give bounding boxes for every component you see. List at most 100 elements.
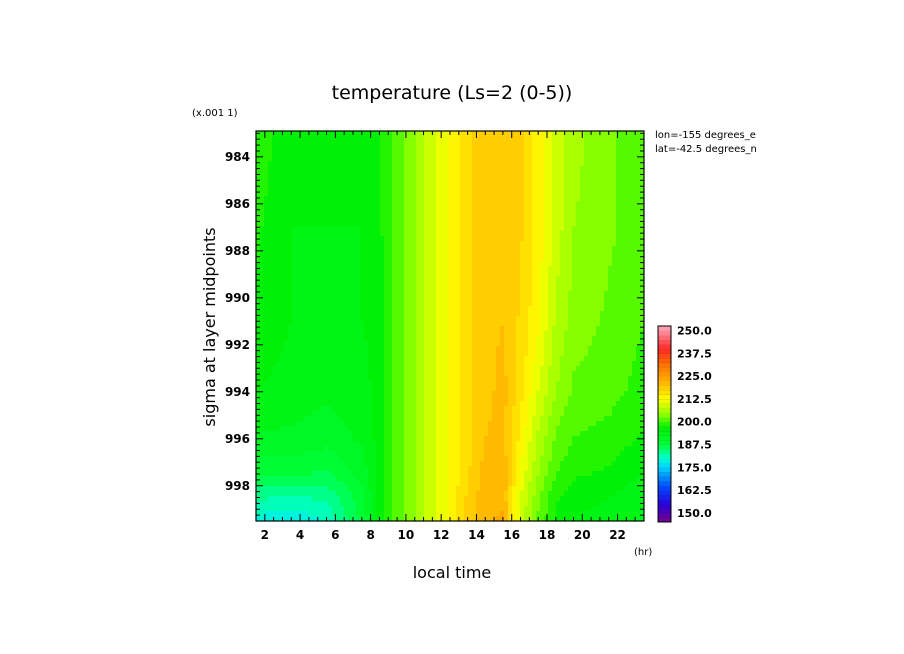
contour-cell bbox=[528, 346, 533, 352]
contour-cell bbox=[320, 251, 325, 257]
contour-cell bbox=[504, 266, 509, 272]
contour-cell bbox=[548, 176, 553, 182]
contour-cell bbox=[548, 186, 553, 192]
contour-cell bbox=[628, 171, 633, 177]
contour-cell bbox=[624, 366, 629, 372]
contour-cell bbox=[300, 136, 305, 142]
contour-cell bbox=[260, 141, 265, 147]
contour-cell bbox=[592, 221, 597, 227]
contour-cell bbox=[408, 216, 413, 222]
contour-cell bbox=[588, 366, 593, 372]
contour-cell bbox=[376, 361, 381, 367]
contour-cell bbox=[544, 271, 549, 277]
contour-cell bbox=[524, 371, 529, 377]
contour-cell bbox=[536, 196, 541, 202]
contour-cell bbox=[268, 376, 273, 382]
contour-cell bbox=[276, 316, 281, 322]
contour-cell bbox=[448, 241, 453, 247]
contour-cell bbox=[260, 351, 265, 357]
contour-cell bbox=[436, 376, 441, 382]
contour-cell bbox=[316, 291, 321, 297]
contour-cell bbox=[272, 171, 277, 177]
contour-cell bbox=[508, 226, 513, 232]
contour-cell bbox=[404, 381, 409, 387]
contour-cell bbox=[500, 381, 505, 387]
contour-cell bbox=[620, 371, 625, 377]
contour-cell bbox=[392, 186, 397, 192]
contour-cell bbox=[532, 281, 537, 287]
contour-cell bbox=[312, 236, 317, 242]
contour-cell bbox=[352, 191, 357, 197]
contour-cell bbox=[404, 371, 409, 377]
contour-cell bbox=[360, 241, 365, 247]
contour-cell bbox=[276, 266, 281, 272]
contour-cell bbox=[620, 231, 625, 237]
contour-cell bbox=[572, 366, 577, 372]
contour-cell bbox=[428, 361, 433, 367]
contour-cell bbox=[568, 316, 573, 322]
contour-cell bbox=[404, 336, 409, 342]
contour-cell bbox=[584, 291, 589, 297]
contour-cell bbox=[392, 226, 397, 232]
contour-cell bbox=[352, 136, 357, 142]
contour-cell bbox=[380, 176, 385, 182]
contour-cell bbox=[396, 196, 401, 202]
contour-cell bbox=[352, 276, 357, 282]
contour-cell bbox=[280, 376, 285, 382]
contour-cell bbox=[488, 231, 493, 237]
contour-cell bbox=[428, 226, 433, 232]
contour-cell bbox=[436, 316, 441, 322]
contour-cell bbox=[508, 336, 513, 342]
contour-cell bbox=[388, 196, 393, 202]
contour-cell bbox=[552, 286, 557, 292]
contour-cell bbox=[436, 311, 441, 317]
contour-cell bbox=[332, 276, 337, 282]
contour-cell bbox=[368, 201, 373, 207]
contour-cell bbox=[288, 191, 293, 197]
contour-cell bbox=[624, 296, 629, 302]
contour-cell bbox=[280, 206, 285, 212]
contour-cell bbox=[632, 346, 637, 352]
contour-cell bbox=[264, 141, 269, 147]
contour-cell bbox=[404, 311, 409, 317]
contour-cell bbox=[512, 316, 517, 322]
contour-cell bbox=[436, 296, 441, 302]
contour-cell bbox=[472, 281, 477, 287]
contour-cell bbox=[296, 351, 301, 357]
contour-cell bbox=[260, 386, 265, 392]
contour-cell bbox=[268, 306, 273, 312]
contour-cell bbox=[544, 196, 549, 202]
contour-cell bbox=[328, 286, 333, 292]
contour-cell bbox=[332, 336, 337, 342]
contour-cell bbox=[292, 141, 297, 147]
contour-cell bbox=[540, 291, 545, 297]
contour-cell bbox=[600, 176, 605, 182]
contour-cell bbox=[588, 221, 593, 227]
contour-cell bbox=[408, 176, 413, 182]
contour-cell bbox=[416, 221, 421, 227]
contour-cell bbox=[324, 236, 329, 242]
contour-cell bbox=[296, 216, 301, 222]
contour-cell bbox=[420, 131, 425, 137]
contour-cell bbox=[488, 151, 493, 157]
contour-cell bbox=[412, 326, 417, 332]
contour-cell bbox=[356, 346, 361, 352]
contour-cell bbox=[512, 171, 517, 177]
contour-cell bbox=[604, 371, 609, 377]
contour-cell bbox=[348, 136, 353, 142]
contour-cell bbox=[272, 286, 277, 292]
contour-cell bbox=[424, 241, 429, 247]
contour-cell bbox=[312, 251, 317, 257]
contour-cell bbox=[616, 141, 621, 147]
contour-cell bbox=[552, 181, 557, 187]
contour-cell bbox=[408, 206, 413, 212]
contour-cell bbox=[568, 321, 573, 327]
contour-cell bbox=[404, 136, 409, 142]
contour-cell bbox=[624, 356, 629, 362]
contour-cell bbox=[576, 281, 581, 287]
contour-cell bbox=[428, 146, 433, 152]
contour-cell bbox=[488, 311, 493, 317]
contour-cell bbox=[584, 216, 589, 222]
contour-cell bbox=[408, 211, 413, 217]
contour-cell bbox=[548, 266, 553, 272]
